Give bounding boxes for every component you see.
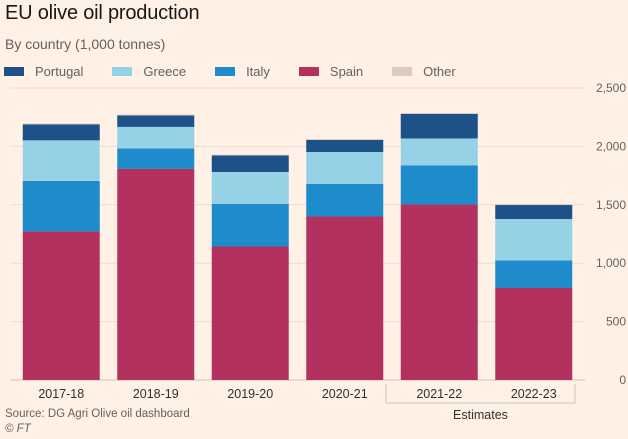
bar-italy xyxy=(117,148,195,169)
bar-italy xyxy=(400,165,478,205)
bar-portugal xyxy=(400,113,478,139)
legend-swatch xyxy=(298,67,319,76)
x-tick-label: 2018-19 xyxy=(133,387,179,401)
bar-other xyxy=(495,204,573,206)
legend-item-portugal: Portugal xyxy=(4,64,83,79)
legend-label: Greece xyxy=(143,64,187,79)
bar-spain xyxy=(117,168,195,380)
bar-other xyxy=(211,154,289,156)
legend-swatch xyxy=(215,67,236,76)
legend-item-spain: Spain xyxy=(298,64,364,79)
bar-italy xyxy=(22,180,100,232)
legend-label: Italy xyxy=(246,64,270,79)
chart-subtitle: By country (1,000 tonnes) xyxy=(5,36,166,52)
estimates-label: Estimates xyxy=(453,408,508,422)
copyright-note: © FT xyxy=(5,423,31,435)
y-tick-label: 500 xyxy=(606,315,626,329)
legend-label: Spain xyxy=(329,64,364,79)
y-tick-label: 2,000 xyxy=(596,139,626,153)
x-tick-label: 2020-21 xyxy=(322,387,368,401)
bar-greece xyxy=(117,126,195,149)
source-note: Source: DG Agri Olive oil dashboard xyxy=(5,408,190,420)
bar-portugal xyxy=(117,115,195,127)
bar-other xyxy=(22,123,100,125)
x-tick-label: 2017-18 xyxy=(38,387,84,401)
bar-spain xyxy=(306,216,384,380)
y-tick-label: 2,500 xyxy=(596,81,626,95)
x-tick-label: 2019-20 xyxy=(227,387,273,401)
legend-label: Other xyxy=(423,64,456,79)
bar-portugal xyxy=(22,124,100,141)
x-tick-label: 2022-23 xyxy=(511,387,557,401)
bar-greece xyxy=(22,140,100,181)
bar-spain xyxy=(211,246,289,380)
bar-greece xyxy=(495,219,573,261)
bar-greece xyxy=(400,138,478,166)
bar-other xyxy=(306,139,384,140)
bar-italy xyxy=(211,203,289,247)
legend-swatch xyxy=(4,67,24,76)
bar-spain xyxy=(495,287,573,380)
y-tick-label: 1,500 xyxy=(596,198,626,212)
bar-portugal xyxy=(211,155,289,172)
bar-spain xyxy=(400,204,478,380)
y-tick-label: 1,000 xyxy=(596,256,626,270)
legend-item-greece: Greece xyxy=(112,64,186,79)
y-tick-label: 0 xyxy=(619,373,626,387)
estimates-bracket xyxy=(385,384,576,404)
legend: Portugal Greece Italy Spain Other xyxy=(4,64,485,79)
bar-italy xyxy=(495,260,573,288)
bar-italy xyxy=(306,184,384,217)
legend-swatch xyxy=(392,67,413,76)
bar-greece xyxy=(306,152,384,185)
x-tick-label: 2021-22 xyxy=(416,387,462,401)
bar-portugal xyxy=(306,139,384,153)
bar-portugal xyxy=(495,205,573,220)
bar-other xyxy=(400,112,478,114)
bar-other xyxy=(117,114,195,116)
legend-label: Portugal xyxy=(35,64,84,79)
legend-item-other: Other xyxy=(392,64,456,79)
legend-swatch xyxy=(112,67,133,76)
bar-greece xyxy=(211,171,289,204)
bar-spain xyxy=(22,231,100,380)
chart-title: EU olive oil production xyxy=(5,2,200,24)
legend-item-italy: Italy xyxy=(215,64,270,79)
